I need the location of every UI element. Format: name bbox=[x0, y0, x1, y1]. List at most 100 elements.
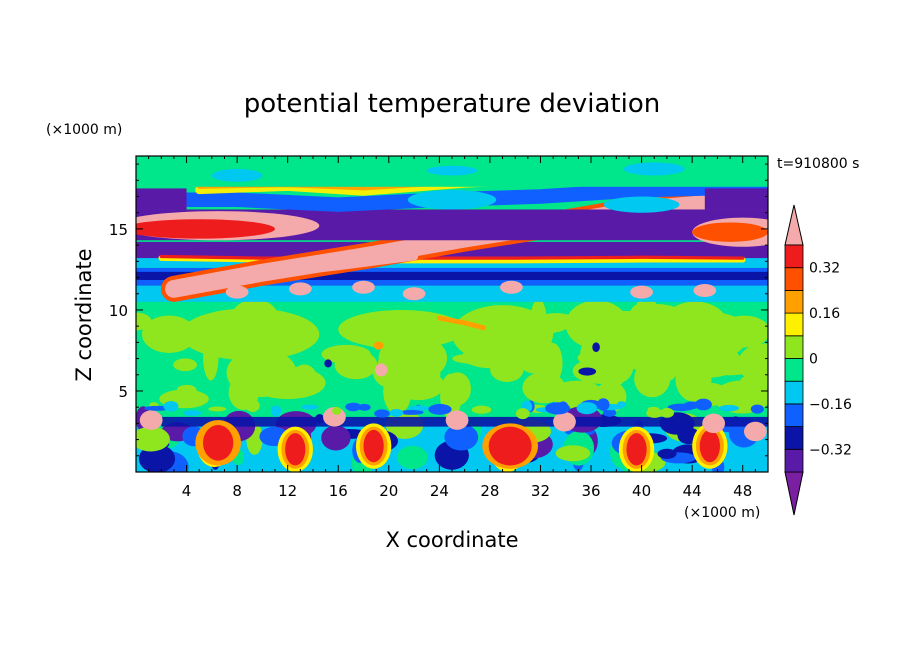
field-cell bbox=[426, 165, 478, 176]
x-axis-ticks: 4 8 12 16 20 24 28 32 36 40 44 48 bbox=[148, 156, 756, 500]
field-cell bbox=[163, 401, 179, 412]
field-cell bbox=[402, 287, 426, 301]
field-cell bbox=[565, 300, 628, 349]
x-tick-label: 44 bbox=[683, 482, 702, 500]
x-tick-label: 20 bbox=[379, 482, 398, 500]
colorbar-bin bbox=[784, 335, 804, 359]
field-cell bbox=[249, 366, 326, 400]
field-cell bbox=[139, 410, 163, 430]
field-cell bbox=[702, 413, 726, 434]
x-tick-label: 28 bbox=[480, 482, 499, 500]
colorbar: 0.32 0.16 0 −0.16 −0.32 bbox=[784, 204, 852, 516]
field-cell bbox=[245, 399, 260, 412]
field-cell bbox=[324, 359, 332, 368]
field-cell bbox=[543, 343, 563, 383]
field-cell bbox=[374, 363, 388, 377]
field-cell bbox=[338, 309, 465, 349]
field-cell bbox=[176, 384, 197, 396]
x-tick-label: 36 bbox=[581, 482, 600, 500]
field-cell bbox=[136, 426, 170, 452]
field-cell bbox=[285, 433, 306, 466]
field-cell bbox=[699, 429, 720, 463]
y-axis-label: Z coordinate bbox=[72, 248, 96, 381]
field-cell bbox=[408, 405, 430, 412]
field-cell bbox=[142, 315, 197, 353]
field-cell bbox=[660, 407, 675, 418]
colorbar-tick-label: 0 bbox=[809, 352, 818, 368]
y-tick-label: 15 bbox=[109, 221, 128, 239]
colorbar-tick-label: −0.16 bbox=[809, 397, 852, 413]
chart-title: potential temperature deviation bbox=[244, 89, 660, 119]
field-streak bbox=[436, 315, 487, 331]
field-cell bbox=[428, 403, 452, 415]
colorbar-bin bbox=[784, 312, 804, 337]
field-cell bbox=[183, 410, 202, 417]
field-cell bbox=[692, 222, 768, 242]
field-cell bbox=[288, 282, 312, 296]
field-cell bbox=[358, 403, 371, 411]
x-tick-label: 24 bbox=[430, 482, 449, 500]
x-tick-label: 4 bbox=[182, 482, 192, 500]
colorbar-bin bbox=[784, 380, 804, 405]
field-cell bbox=[211, 168, 263, 182]
colorbar-bin bbox=[784, 358, 804, 382]
y-unit-label: (×1000 m) bbox=[46, 122, 122, 138]
field-cell bbox=[657, 448, 677, 459]
field-cell bbox=[225, 285, 249, 299]
colorbar-tick-label: −0.32 bbox=[809, 442, 852, 458]
field-cell bbox=[397, 445, 428, 470]
colorbar-extend-high bbox=[784, 204, 804, 246]
x-axis-label: X coordinate bbox=[385, 528, 518, 552]
field-cell bbox=[352, 280, 375, 294]
field-cell bbox=[334, 350, 378, 380]
x-tick-label: 48 bbox=[733, 482, 752, 500]
field-cell bbox=[545, 402, 571, 415]
y-axis-ticks: 5 10 15 bbox=[109, 163, 768, 457]
field-cell bbox=[750, 404, 764, 414]
field-cell bbox=[173, 358, 197, 372]
field-cell bbox=[578, 367, 597, 376]
field-band bbox=[136, 271, 768, 280]
field-streak bbox=[159, 254, 745, 260]
field-cell bbox=[737, 343, 768, 384]
field-cell bbox=[555, 445, 591, 462]
field-cell bbox=[693, 284, 717, 297]
field-cell bbox=[603, 196, 680, 213]
y-tick-label: 10 bbox=[109, 302, 128, 320]
field-cell bbox=[743, 421, 767, 442]
field-cell bbox=[718, 404, 740, 412]
contour-field bbox=[136, 156, 768, 472]
field-cell bbox=[576, 402, 598, 415]
field-cell bbox=[136, 219, 276, 239]
field-cell bbox=[301, 404, 319, 410]
x-tick-label: 8 bbox=[232, 482, 242, 500]
x-tick-label: 32 bbox=[531, 482, 550, 500]
field-cell bbox=[626, 433, 647, 466]
field-cell bbox=[374, 409, 390, 418]
field-cell bbox=[444, 424, 479, 451]
field-cell bbox=[694, 398, 712, 411]
field-cell bbox=[623, 162, 685, 176]
colorbar-extend-low bbox=[784, 471, 804, 516]
colorbar-bin bbox=[784, 403, 804, 427]
field-cell bbox=[660, 311, 750, 351]
field-cell bbox=[515, 408, 530, 420]
field-cell bbox=[445, 410, 469, 430]
y-tick-label: 5 bbox=[118, 383, 128, 401]
colorbar-bin bbox=[784, 448, 804, 473]
time-label: t=910800 s bbox=[777, 156, 859, 172]
colorbar-bin bbox=[784, 426, 804, 450]
field-cell bbox=[208, 406, 227, 412]
field-cell bbox=[602, 408, 617, 417]
field-cell bbox=[452, 305, 554, 364]
x-tick-label: 16 bbox=[329, 482, 348, 500]
field-cell bbox=[399, 409, 424, 415]
colorbar-bin bbox=[784, 289, 804, 314]
field-cell bbox=[471, 405, 492, 414]
field-cell bbox=[553, 412, 576, 432]
field-cell bbox=[202, 425, 234, 461]
field-band bbox=[136, 188, 187, 210]
field-cell bbox=[597, 398, 610, 411]
field-cell bbox=[407, 190, 497, 210]
